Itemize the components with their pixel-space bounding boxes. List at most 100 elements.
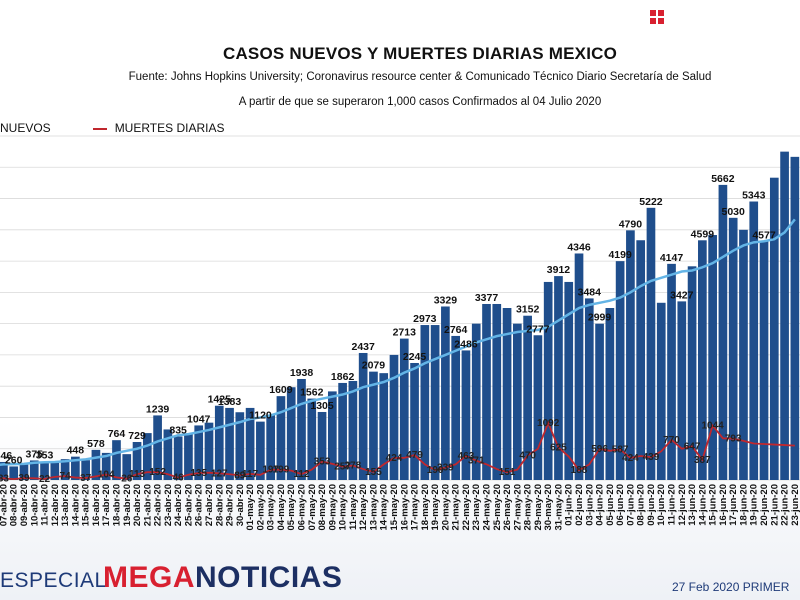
x-tick-label: 26-may-20 [502,484,513,530]
x-tick-label: 28-may-20 [523,484,534,530]
death-value-label: 199 [273,465,290,476]
bar [595,323,604,480]
bar [379,373,389,480]
bar [708,235,717,480]
x-tick-label: 18-abr-20 [111,484,122,526]
bar-value-label: 4147 [660,252,684,264]
bar [214,405,224,480]
x-tick-label: 10-jun-20 [656,484,667,526]
bar-value-label: 375 [25,448,43,460]
x-tick-label: 20-may-20 [440,484,451,530]
bar-value-label: 5662 [711,173,735,185]
bar [420,325,430,480]
x-tick-label: 25-may-20 [492,484,503,530]
bar-value-label: 1305 [310,400,334,412]
death-value-label: 770 [663,435,680,446]
x-tick-label: 09-may-20 [327,484,338,530]
x-tick-label: 21-may-20 [451,484,462,530]
bar [142,433,152,480]
bar-value-label: 3912 [547,264,571,276]
death-value-label: 155 [365,467,382,478]
bar-value-label: 1120 [249,410,272,422]
bar [194,425,204,480]
bar-value-label: 1239 [146,403,170,415]
death-value-label: 587 [612,444,629,455]
x-tick-label: 04-may-20 [276,484,287,530]
x-tick-label: 08-jun-20 [636,484,647,526]
x-tick-label: 17-may-20 [410,484,421,530]
chart-legend: NUEVOS MUERTES DIARIAS [0,121,225,135]
bar [523,315,532,480]
x-tick-label: 02-jun-20 [574,484,585,526]
death-value-label: 190 [427,465,444,476]
tick-labels-group: 07-abr-20 08-abr-20 09-abr-20 10-abr-20 11-a… [0,484,800,530]
bar-value-label: 353 [36,450,54,462]
bar-value-label: 3152 [516,304,540,316]
x-tick-label: 16-abr-20 [91,484,102,526]
x-tick-label: 28-abr-20 [214,484,225,526]
x-tick-label: 14-jun-20 [697,484,708,526]
x-tick-label: 06-jun-20 [615,484,626,526]
bar [112,440,121,480]
x-tick-label: 10-may-20 [338,484,349,530]
bar-value-label: 5222 [639,196,663,208]
bar-value-label: 2764 [444,324,468,336]
death-value-label: 39 [18,473,30,484]
x-tick-label: 10-abr-20 [29,484,40,526]
bar [461,350,471,480]
bar-value-label: 3329 [434,294,458,306]
bar-value-label: 3377 [475,292,499,304]
death-value-label: 112 [293,469,310,480]
bar [728,217,738,480]
chart-title: CASOS NUEVOS Y MUERTES DIARIAS MEXICO [222,44,618,63]
death-value-label: 33 [0,473,9,484]
x-tick-label: 05-may-20 [286,484,297,530]
x-tick-label: 14-abr-20 [70,484,81,526]
bar-value-label: 1383 [218,396,242,408]
bar [430,325,440,480]
x-tick-label: 01-jun-20 [564,484,575,526]
x-tick-label: 13-may-20 [368,484,379,530]
bar [574,253,584,480]
death-value-label: 1044 [702,421,725,432]
bar [327,391,337,480]
x-tick-label: 27-abr-20 [204,484,215,526]
x-tick-label: 29-abr-20 [225,484,236,526]
bar [698,240,707,480]
death-value-label: 353 [314,457,331,468]
footer-especial: ESPECIAL [0,569,107,592]
bar-value-label: 1609 [269,384,293,396]
bar [584,298,594,480]
bar [297,378,306,480]
bar-value-label: 260 [5,454,23,466]
x-tick-label: 21-jun-20 [769,484,780,526]
bar [677,301,687,480]
x-tick-label: 23-abr-20 [163,484,174,526]
bar [153,415,162,480]
death-value-label: 424 [622,453,639,464]
bar-value-label: 3427 [670,289,694,301]
bar [276,396,286,480]
x-tick-label: 12-may-20 [358,484,369,530]
bar [173,436,183,480]
bar [780,151,789,481]
legend-deaths-label: MUERTES DIARIAS [114,121,225,135]
x-tick-label: 04-jun-20 [595,484,606,526]
bar [358,352,368,480]
x-tick-label: 07-abr-20 [0,484,9,526]
moving-average-line [0,218,796,466]
bar-value-label: 5030 [722,206,746,218]
x-tick-label: 09-jun-20 [646,484,657,526]
bar [749,201,759,480]
x-tick-label: 19-abr-20 [122,484,133,526]
death-value-label: 117 [242,469,259,480]
x-tick-label: 13-jun-20 [687,484,698,526]
death-value-label: 371 [468,456,485,467]
death-value-label: 596 [591,444,608,455]
x-tick-label: 27-may-20 [512,484,523,530]
bar [564,281,574,480]
bar [266,414,275,480]
x-tick-label: 02-may-20 [255,484,266,530]
bar [71,456,80,480]
bar [441,306,450,480]
